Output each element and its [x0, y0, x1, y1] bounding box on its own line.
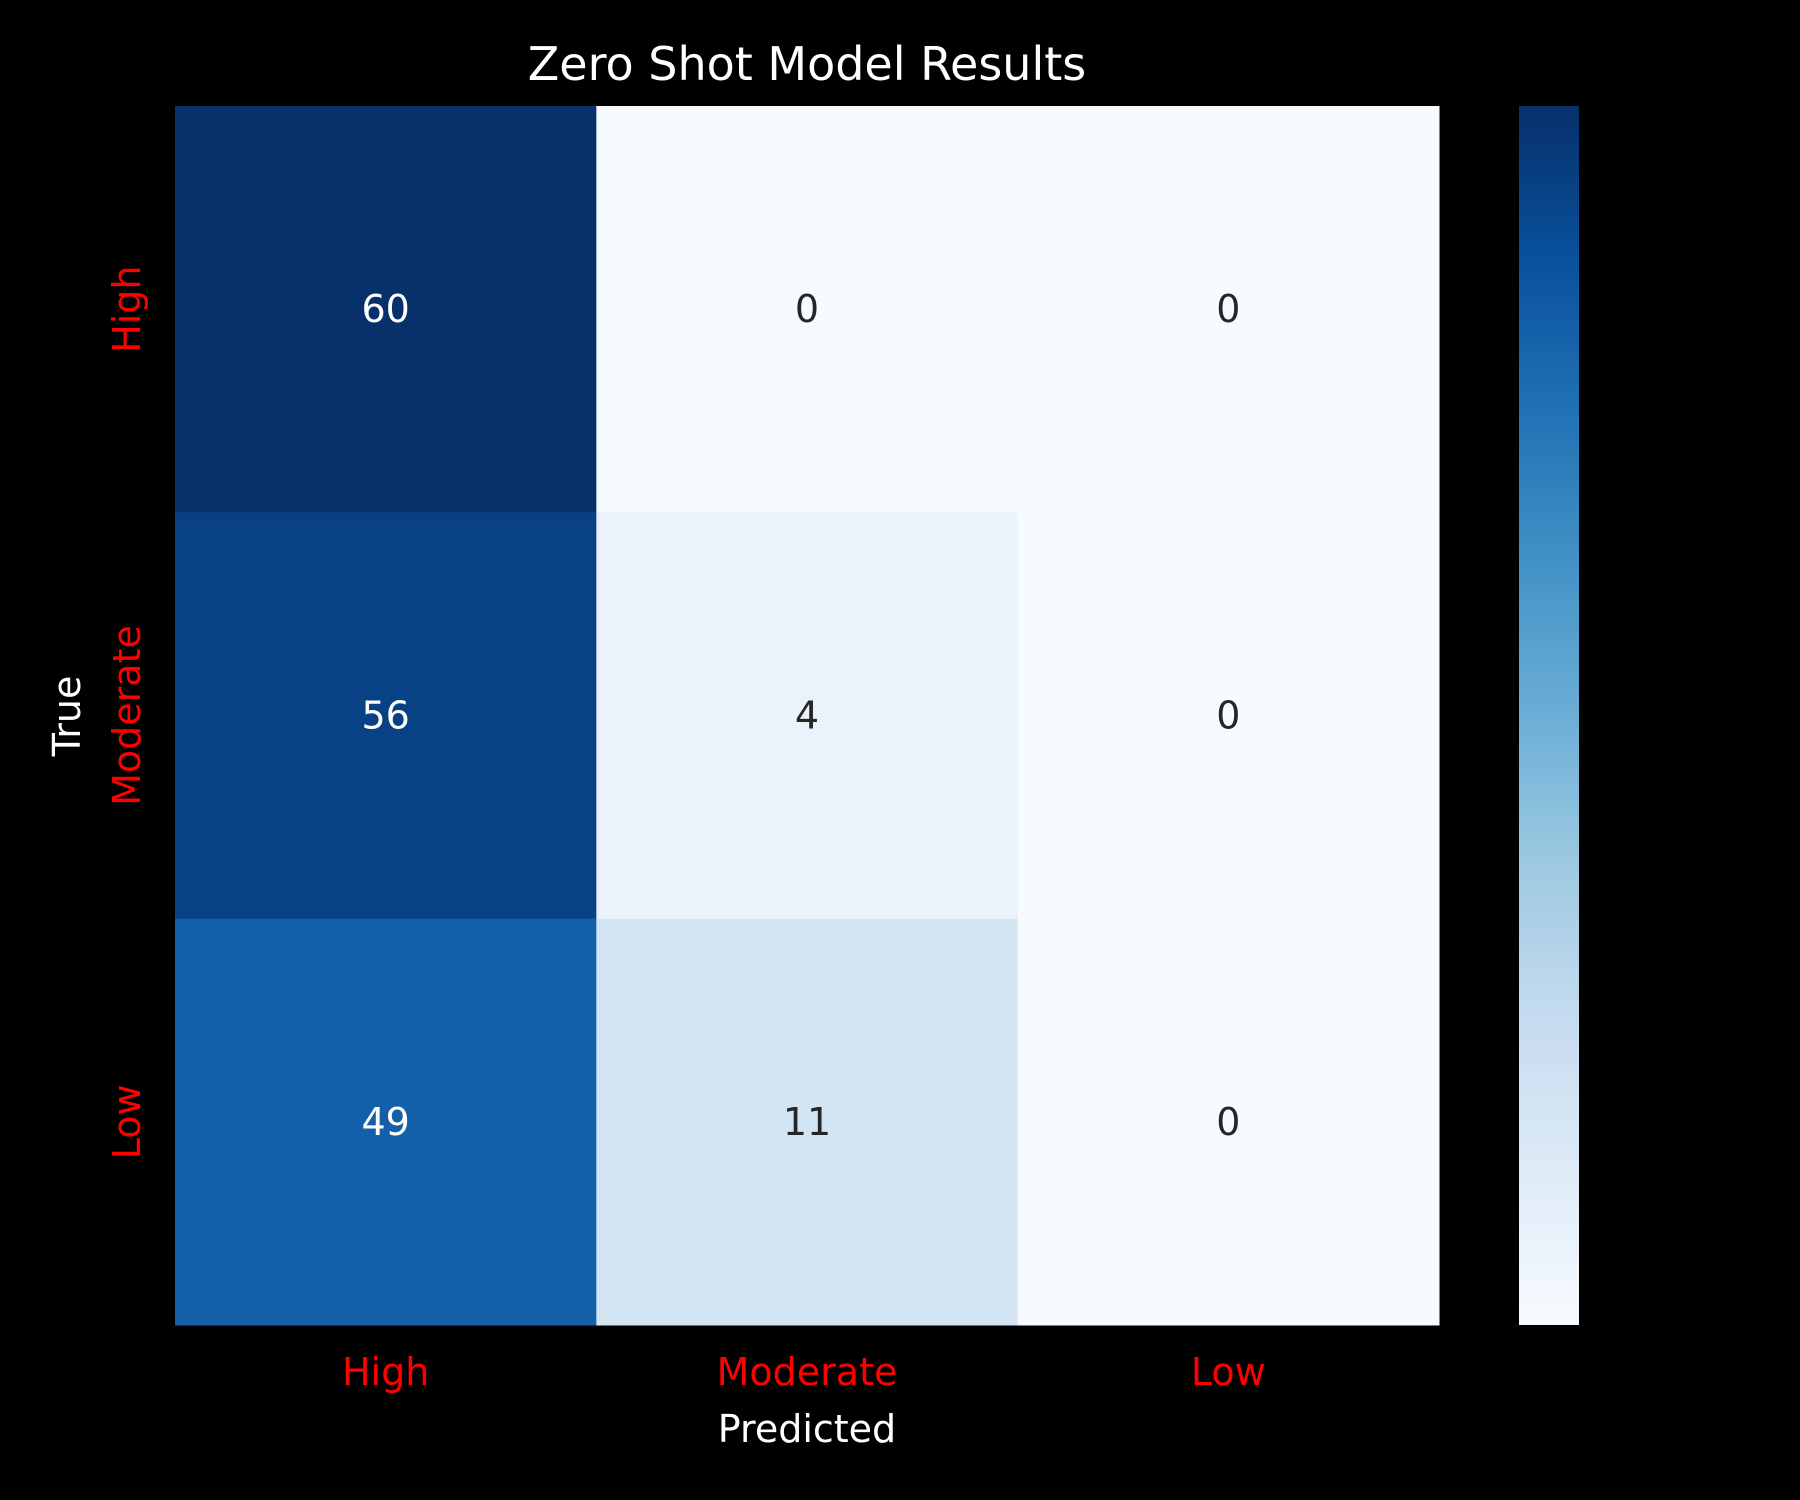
colorbar [1519, 106, 1579, 1325]
heatmap-cell [175, 512, 597, 920]
heatmap-cell [596, 918, 1019, 1326]
cell-value-label: 49 [361, 1100, 409, 1144]
cell-value-label: 0 [1216, 287, 1240, 331]
x-tick-label: Moderate [717, 1350, 898, 1394]
cell-value-label: 4 [795, 694, 819, 738]
cell-value-label: 0 [1216, 1100, 1240, 1144]
y-axis-label: True [45, 676, 89, 758]
heatmap-cell [596, 512, 1019, 920]
cell-value-label: 0 [1216, 694, 1240, 738]
cell-annotations: 60 0 0 56 4 0 49 11 0 [361, 287, 1240, 1144]
heatmap-cell [175, 918, 597, 1326]
x-tick-label: High [342, 1350, 429, 1394]
cell-value-label: 56 [361, 694, 409, 738]
heatmap-cell [1017, 918, 1440, 1326]
x-tick-label: Low [1191, 1350, 1266, 1394]
x-axis-label: Predicted [718, 1407, 896, 1451]
y-tick-label: Moderate [105, 625, 149, 806]
heatmap-cell [175, 106, 597, 513]
heatmap-cell [1017, 512, 1440, 920]
y-tick-label: High [105, 265, 149, 352]
chart-title: Zero Shot Model Results [528, 37, 1086, 91]
y-tick-labels: High Moderate Low [105, 265, 149, 1159]
cell-value-label: 11 [783, 1100, 831, 1144]
heatmap-cell [1017, 106, 1440, 513]
cell-value-label: 0 [795, 287, 819, 331]
x-tick-labels: High Moderate Low [342, 1350, 1266, 1394]
heatmap-cell [596, 106, 1019, 513]
y-tick-label: Low [105, 1084, 149, 1159]
heatmap-cells [175, 106, 1440, 1326]
cell-value-label: 60 [361, 287, 409, 331]
